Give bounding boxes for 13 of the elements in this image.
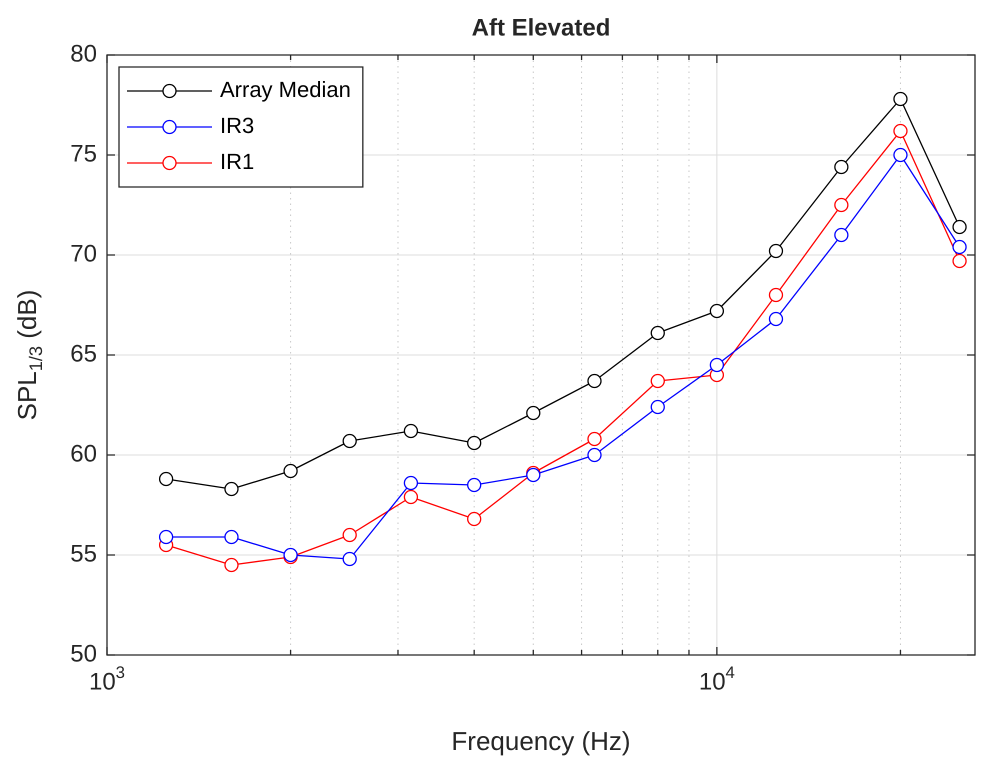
y-tick-label: 75 [70, 140, 98, 168]
y-tick-label: 70 [70, 240, 98, 268]
y-tick-label: 60 [70, 440, 98, 468]
legend-label: IR1 [220, 149, 254, 174]
y-tick-label: 65 [70, 340, 98, 368]
legend-label: Array Median [220, 77, 351, 102]
y-tick-label: 80 [70, 40, 98, 68]
y-axis-title: SPL1/3 (dB) [12, 290, 46, 420]
y-tick-label: 50 [70, 640, 98, 668]
x-axis-title: Frequency (Hz) [451, 726, 631, 756]
legend-label: IR3 [220, 113, 254, 138]
y-tick-label: 55 [70, 540, 98, 568]
chart-title: Aft Elevated [472, 14, 610, 42]
